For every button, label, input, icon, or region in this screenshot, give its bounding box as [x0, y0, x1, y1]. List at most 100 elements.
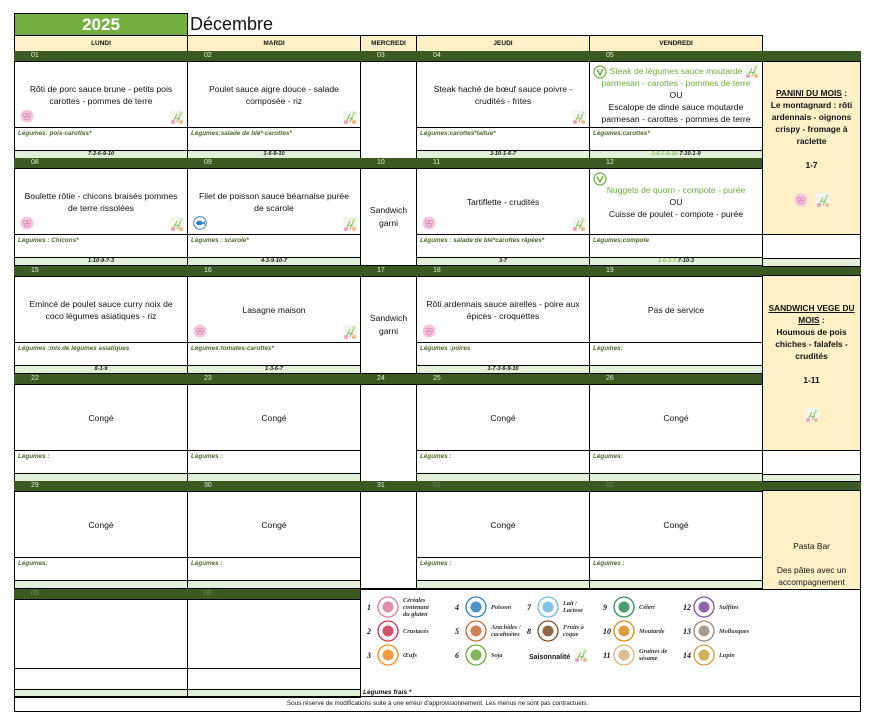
- legend-item: 3 Œufs: [367, 644, 437, 666]
- legend-number: 8: [527, 626, 531, 636]
- date-label: 22: [14, 374, 188, 384]
- date-label: 02: [589, 481, 763, 491]
- meal-cell[interactable]: Emincé de poulet sauce curry noix de coc…: [14, 276, 188, 343]
- legend-label: Poisson: [491, 603, 512, 611]
- meal-cell[interactable]: [14, 599, 188, 669]
- meal-cell[interactable]: Congé: [589, 491, 763, 558]
- meal-cell[interactable]: Congé: [187, 491, 361, 558]
- meal-cell[interactable]: Steak de légumes sauce moutarde parmesan…: [589, 61, 763, 128]
- vegetarian-option: Nuggets de quorn - compote - purée: [606, 184, 746, 195]
- meal-text: Congé: [490, 412, 516, 423]
- meal-cell[interactable]: Congé: [416, 491, 590, 558]
- seasonality-label: Saisonnalité: [529, 654, 571, 661]
- allergen-codes: 1-10-9-7-3: [14, 257, 188, 266]
- allergen-codes-text: 8-1-9: [94, 366, 108, 372]
- day-header-mardi: MARDI: [187, 35, 361, 52]
- meal-cell[interactable]: Congé: [589, 384, 763, 451]
- allergen-codes: 3-7: [416, 257, 590, 266]
- vegetables-note: Légumes:: [14, 557, 188, 581]
- meal-cell[interactable]: Filet de poisson sauce béarnaise purée d…: [187, 168, 361, 235]
- meal-cell[interactable]: Rôti ardennais sauce airelles - poire au…: [416, 276, 590, 343]
- or-label: OU: [669, 196, 683, 207]
- allergen-codes: 1-3-6-7: [187, 365, 361, 374]
- legend-number: 12: [683, 602, 691, 612]
- date-label: 03: [360, 51, 417, 61]
- meal-cell[interactable]: Congé: [187, 384, 361, 451]
- vegetables-note: Légumes:: [589, 450, 763, 474]
- legend-number: 5: [455, 626, 459, 636]
- meal-text: Pas de service: [647, 304, 705, 315]
- meal-text: Congé: [88, 412, 114, 423]
- fresh-vegetables-note: Légumes frais *: [363, 689, 412, 696]
- meal-text: Boulette rôtie - chicons braisés pommes …: [24, 190, 178, 213]
- meal-cell[interactable]: Congé: [14, 491, 188, 558]
- seasonal-icon: [745, 64, 759, 78]
- panel-description: Le montagnard : rôti ardennais - oignons…: [770, 99, 853, 146]
- meal-text: Tartiflette - crudités: [466, 196, 540, 207]
- meal-cell[interactable]: Tartiflette - crudités: [416, 168, 590, 235]
- meal-cell[interactable]: Congé: [416, 384, 590, 451]
- meal-cell[interactable]: Congé: [14, 384, 188, 451]
- vegetables-note: Légumes : scarole*: [187, 234, 361, 258]
- legend-label: Céleri: [639, 603, 655, 611]
- vegetables-note: Légumes: pois-carottes*: [14, 127, 188, 151]
- side-blank: [762, 450, 861, 475]
- date-label: 08: [14, 158, 188, 168]
- wednesday-cell: Sandwich garni: [360, 168, 417, 266]
- date-label: 31: [360, 481, 417, 491]
- seasonal-icon: [815, 192, 830, 207]
- panel-title: SANDWICH VEGE DU MOIS: [768, 302, 855, 325]
- seasonal-icon: [170, 110, 184, 124]
- monthly-special-panel: PANINI DU MOIS : Le montagnard : rôti ard…: [762, 61, 861, 235]
- legend-number: 7: [527, 602, 531, 612]
- legend-label: Crustacés: [403, 627, 429, 635]
- meal-cell[interactable]: Nuggets de quorn - compote - purée OU Cuis…: [589, 168, 763, 235]
- seasonal-icon: [572, 110, 586, 124]
- meal-cell[interactable]: Pas de service: [589, 276, 763, 343]
- allergen-codes: [589, 365, 763, 374]
- date-label: 19: [589, 266, 763, 276]
- legend-number: 6: [455, 650, 459, 660]
- legend-label: Lupin: [719, 651, 735, 659]
- meal-text: Congé: [663, 519, 689, 530]
- legend-label: Œufs: [403, 651, 417, 659]
- meal-text: Steak haché de bœuf sauce poivre - crudi…: [433, 83, 573, 106]
- vegetables-note: Légumes :: [416, 450, 590, 474]
- meal-cell[interactable]: [187, 599, 361, 669]
- fish-icon: [465, 596, 487, 618]
- legend-number: 10: [603, 626, 611, 636]
- year-label: 2025: [14, 13, 188, 36]
- allergen-codes-text: 7-3-6-9-10: [87, 151, 115, 157]
- vegetables-note: [187, 668, 361, 690]
- vegetables-note: Légumes :: [589, 557, 763, 581]
- legend-number: 1: [367, 602, 371, 612]
- meal-cell[interactable]: Poulet sauce aigre douce - salade compos…: [187, 61, 361, 128]
- date-label: 11: [416, 158, 590, 168]
- date-label: 04: [416, 51, 590, 61]
- date-label: 12: [589, 158, 763, 168]
- meal-cell[interactable]: Boulette rôtie - chicons braisés pommes …: [14, 168, 188, 235]
- lupin-icon: [693, 644, 715, 666]
- allergen-codes-text: 4-3-9-10-7: [260, 258, 288, 264]
- wednesday-cell: [360, 491, 417, 589]
- meal-text: Poulet sauce aigre douce - salade compos…: [209, 83, 339, 106]
- date-label: 17: [360, 266, 417, 276]
- panel-title: PANINI DU MOIS: [775, 87, 842, 98]
- vegetables-note: Légumes : salade de blé*carottes râpées*: [416, 234, 590, 258]
- wheat-icon: [377, 596, 399, 618]
- meal-cell[interactable]: Steak haché de bœuf sauce poivre - crudi…: [416, 61, 590, 128]
- milk-icon: [537, 596, 559, 618]
- meal-cell[interactable]: Rôti de porc sauce brune - petits pois c…: [14, 61, 188, 128]
- seasonal-icon: [572, 217, 586, 231]
- vegetables-note: Légumes :: [14, 450, 188, 474]
- legend-number: 13: [683, 626, 691, 636]
- legend-item: 11 Graines de sésame: [603, 644, 673, 666]
- date-label: 18: [416, 266, 590, 276]
- vegetables-note: Légumes :: [416, 557, 590, 581]
- mustard-icon: [613, 620, 635, 642]
- meal-text: Escalope de dinde sauce moutarde parmesa…: [601, 101, 751, 124]
- legend-label: Graines de sésame: [639, 648, 668, 662]
- pig-icon: [422, 324, 436, 338]
- meal-cell[interactable]: Lasagne maison: [187, 276, 361, 343]
- pig-icon: [20, 109, 34, 123]
